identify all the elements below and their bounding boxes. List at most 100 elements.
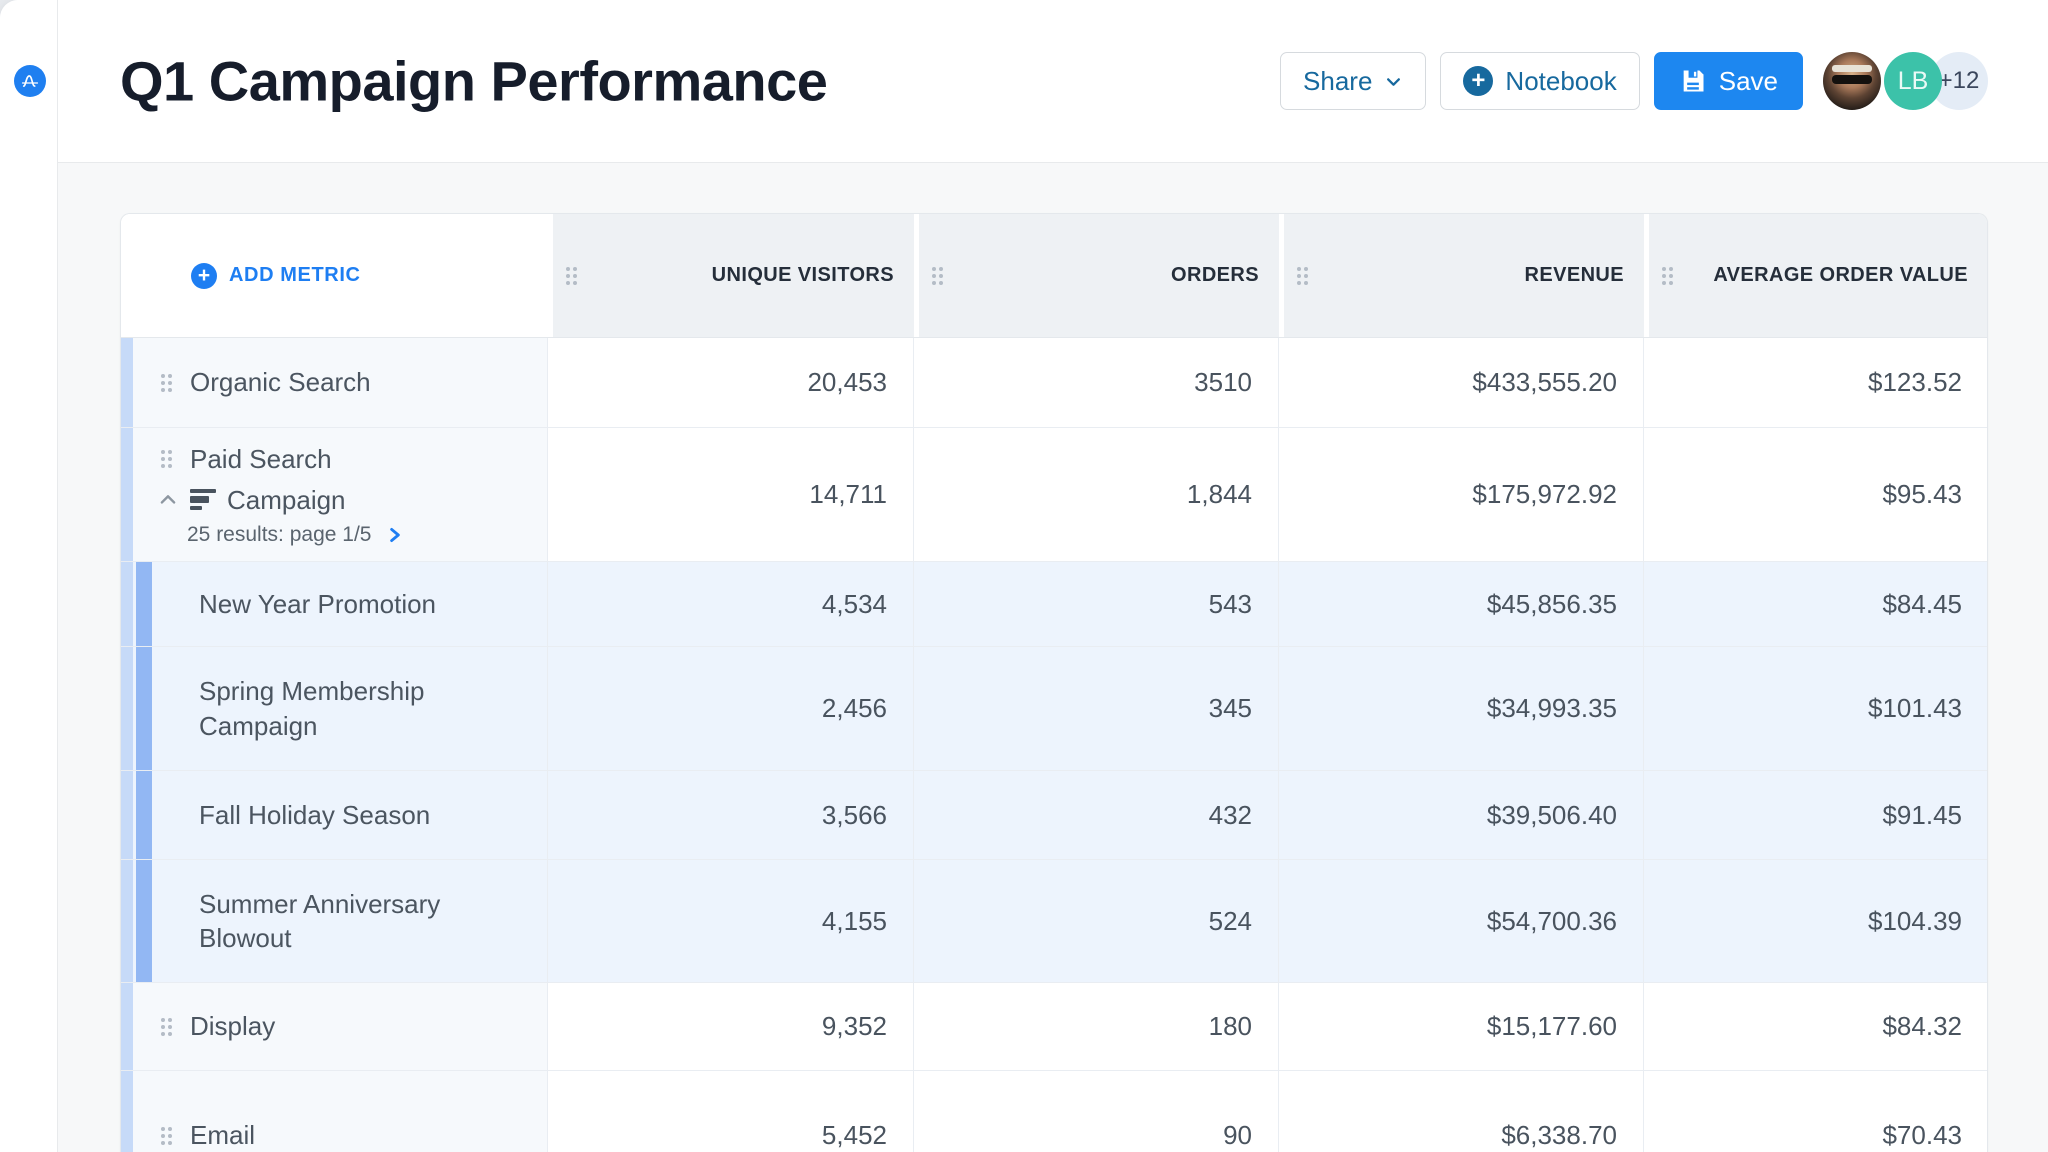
row-label-cell: Fall Holiday Season: [121, 771, 548, 859]
row-label: Paid Search: [190, 444, 332, 475]
drag-handle-icon[interactable]: [161, 450, 172, 469]
table-row-fall-holiday-season[interactable]: Fall Holiday Season 3,566 432 $39,506.40…: [121, 771, 1987, 860]
user-avatar-initials[interactable]: LB: [1884, 52, 1942, 110]
row-label: Spring Membership Campaign: [199, 676, 425, 741]
cell-revenue: $45,856.35: [1279, 562, 1644, 646]
amplitude-logo-icon[interactable]: [14, 65, 46, 97]
add-metric-plus-icon: +: [191, 262, 217, 289]
cell-average-order-value: $104.39: [1644, 860, 1987, 982]
metrics-table-card: + ADD METRIC UNIQUE VISITORS ORDERS REVE…: [120, 213, 1988, 1152]
collapse-chevron-up-icon[interactable]: [157, 489, 179, 511]
save-floppy-icon: [1679, 67, 1707, 95]
avatar-headband: [1832, 64, 1872, 72]
add-metric-label: ADD METRIC: [229, 264, 361, 286]
cell-orders: 543: [914, 562, 1279, 646]
drag-handle-icon[interactable]: [1297, 266, 1308, 285]
plus-circle-icon: +: [1463, 66, 1494, 96]
drag-handle-icon[interactable]: [161, 1126, 172, 1145]
cell-revenue: $433,555.20: [1279, 338, 1644, 427]
drag-handle-icon[interactable]: [932, 266, 943, 285]
row-label-cell: Paid Search Campaign 25 results: page 1/…: [121, 428, 548, 561]
column-header-label: AVERAGE ORDER VALUE: [1713, 264, 1968, 286]
cell-average-order-value: $84.32: [1644, 983, 1987, 1070]
cell-unique-visitors: 20,453: [548, 338, 914, 427]
cell-orders: 524: [914, 860, 1279, 982]
column-header-revenue[interactable]: REVENUE: [1279, 214, 1644, 337]
pagination-results-text: 25 results: page 1/5: [187, 522, 372, 546]
user-avatar-photo[interactable]: [1823, 52, 1881, 110]
cell-revenue: $175,972.92: [1279, 428, 1644, 561]
row-label-cell: Summer Anniversary Blowout: [121, 860, 548, 982]
column-header-label: ORDERS: [1171, 264, 1259, 286]
cell-unique-visitors: 14,711: [548, 428, 914, 561]
cell-unique-visitors: 5,452: [548, 1071, 914, 1152]
row-label: New Year Promotion: [199, 588, 437, 619]
share-button[interactable]: Share: [1280, 52, 1427, 110]
page-title: Q1 Campaign Performance: [120, 49, 828, 113]
row-label-cell: New Year Promotion: [121, 562, 548, 646]
column-header-unique-visitors[interactable]: UNIQUE VISITORS: [548, 214, 914, 337]
cell-orders: 345: [914, 647, 1279, 770]
row-label: Email: [190, 1120, 256, 1151]
header-actions: Share + Notebook: [1280, 52, 1988, 110]
table-header-row: + ADD METRIC UNIQUE VISITORS ORDERS REVE…: [121, 214, 1987, 338]
table-row-paid-search-campaign[interactable]: Paid Search Campaign 25 results: page 1/…: [121, 428, 1987, 562]
cell-orders: 1,844: [914, 428, 1279, 561]
row-label-cell: Email: [121, 1071, 548, 1152]
table-row-email[interactable]: Email 5,452 90 $6,338.70 $70.43: [121, 1071, 1987, 1152]
column-header-average-order-value[interactable]: AVERAGE ORDER VALUE: [1644, 214, 1987, 337]
drag-handle-icon[interactable]: [161, 373, 172, 392]
save-button-label: Save: [1718, 65, 1778, 96]
next-page-chevron-icon[interactable]: [385, 525, 405, 545]
row-label-cell: Display: [121, 983, 548, 1070]
table-row-spring-membership-campaign[interactable]: Spring Membership Campaign 2,456 345 $34…: [121, 647, 1987, 771]
left-sidebar: [0, 0, 58, 1152]
cell-orders: 432: [914, 771, 1279, 859]
cell-revenue: $39,506.40: [1279, 771, 1644, 859]
table-row-organic-search[interactable]: Organic Search 20,453 3510 $433,555.20 $…: [121, 338, 1987, 428]
group-by-bars-icon: [190, 489, 216, 511]
save-button[interactable]: Save: [1653, 52, 1803, 110]
chevron-down-icon: [1384, 72, 1403, 91]
table-row-new-year-promotion[interactable]: New Year Promotion 4,534 543 $45,856.35 …: [121, 562, 1987, 647]
row-label: Fall Holiday Season: [199, 799, 431, 830]
cell-average-order-value: $84.45: [1644, 562, 1987, 646]
cell-revenue: $34,993.35: [1279, 647, 1644, 770]
drag-handle-icon[interactable]: [161, 1017, 172, 1036]
notebook-button-label: Notebook: [1505, 65, 1617, 96]
cell-average-order-value: $123.52: [1644, 338, 1987, 427]
column-header-label: UNIQUE VISITORS: [711, 264, 894, 286]
cell-average-order-value: $91.45: [1644, 771, 1987, 859]
row-label: Organic Search: [190, 367, 371, 398]
drag-handle-icon[interactable]: [566, 266, 577, 285]
add-metric-button[interactable]: + ADD METRIC: [121, 214, 548, 337]
drag-handle-icon[interactable]: [1662, 266, 1673, 285]
column-header-label: REVENUE: [1524, 264, 1624, 286]
cell-revenue: $15,177.60: [1279, 983, 1644, 1070]
cell-unique-visitors: 9,352: [548, 983, 914, 1070]
wave-a-glyph: [21, 75, 39, 87]
cell-unique-visitors: 2,456: [548, 647, 914, 770]
table-row-display[interactable]: Display 9,352 180 $15,177.60 $84.32: [121, 983, 1987, 1071]
notebook-button[interactable]: + Notebook: [1440, 52, 1640, 110]
row-label-cell: Spring Membership Campaign: [121, 647, 548, 770]
row-label-cell: Organic Search: [121, 338, 548, 427]
cell-orders: 90: [914, 1071, 1279, 1152]
column-header-orders[interactable]: ORDERS: [914, 214, 1279, 337]
row-label: Display: [190, 1011, 276, 1042]
cell-average-order-value: $70.43: [1644, 1071, 1987, 1152]
cell-average-order-value: $101.43: [1644, 647, 1987, 770]
cell-revenue: $6,338.70: [1279, 1071, 1644, 1152]
group-by-property-label: Campaign: [227, 484, 346, 515]
avatar-group: LB +12: [1823, 52, 1988, 110]
cell-unique-visitors: 4,155: [548, 860, 914, 982]
cell-unique-visitors: 4,534: [548, 562, 914, 646]
cell-unique-visitors: 3,566: [548, 771, 914, 859]
cell-revenue: $54,700.36: [1279, 860, 1644, 982]
cell-average-order-value: $95.43: [1644, 428, 1987, 561]
cell-orders: 3510: [914, 338, 1279, 427]
table-row-summer-anniversary-blowout[interactable]: Summer Anniversary Blowout 4,155 524 $54…: [121, 860, 1987, 983]
share-button-label: Share: [1303, 65, 1373, 96]
row-label: Summer Anniversary Blowout: [199, 888, 441, 953]
